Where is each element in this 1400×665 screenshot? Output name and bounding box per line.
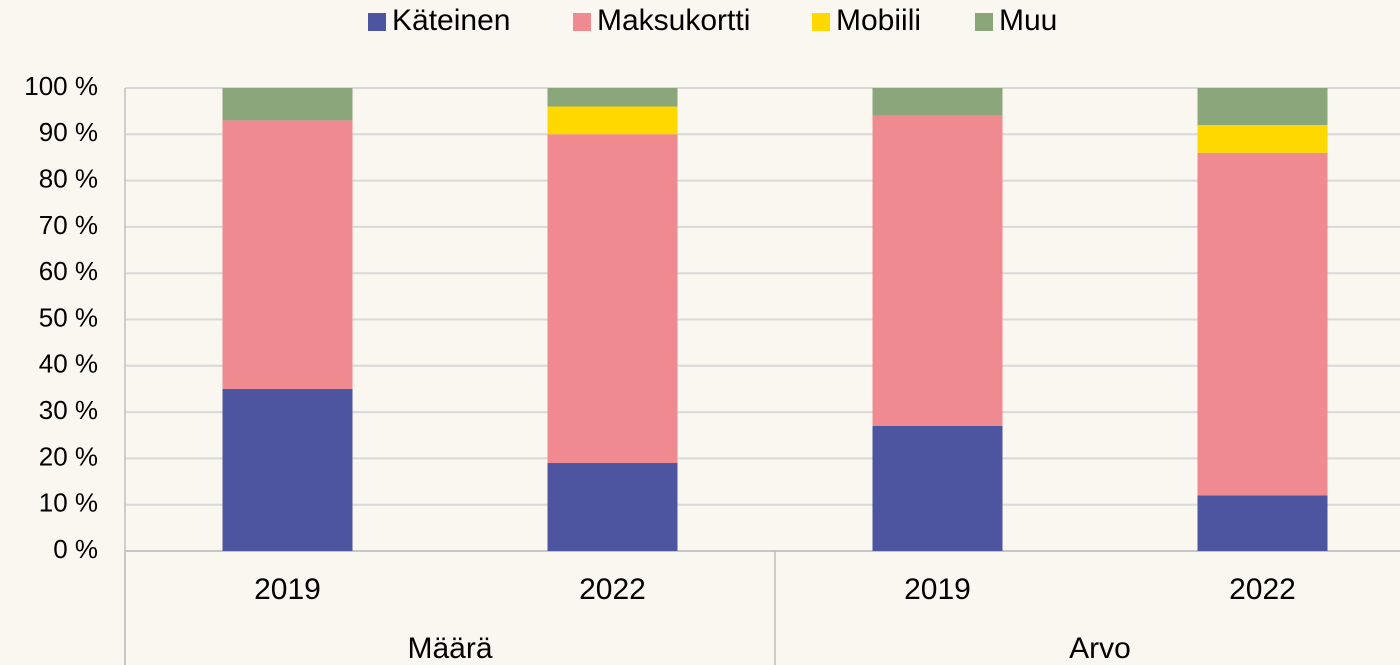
y-tick-label: 10 % bbox=[39, 488, 98, 518]
y-tick-label: 0 % bbox=[53, 534, 98, 564]
legend-label: Mobiili bbox=[836, 4, 921, 37]
bar-segment bbox=[872, 425, 1003, 551]
bar-segment bbox=[872, 115, 1003, 426]
x-tick-label: 2019 bbox=[904, 573, 971, 606]
y-tick-label: 80 % bbox=[39, 163, 98, 193]
y-tick-label: 40 % bbox=[39, 349, 98, 379]
legend-swatch bbox=[368, 13, 386, 31]
group-label: Määrä bbox=[407, 632, 492, 665]
y-tick-label: 50 % bbox=[39, 302, 98, 332]
legend-label: Maksukortti bbox=[597, 4, 750, 37]
bar-segment bbox=[222, 88, 353, 121]
legend-label: Käteinen bbox=[392, 4, 510, 37]
bar-segment bbox=[1197, 152, 1328, 496]
bar-segment bbox=[1197, 88, 1328, 126]
y-tick-label: 60 % bbox=[39, 256, 98, 286]
y-tick-label: 30 % bbox=[39, 395, 98, 425]
y-tick-label: 20 % bbox=[39, 441, 98, 471]
y-tick-label: 100 % bbox=[24, 71, 98, 101]
legend-swatch bbox=[812, 13, 830, 31]
legend-swatch bbox=[975, 13, 993, 31]
group-label: Arvo bbox=[1069, 632, 1131, 665]
x-tick-label: 2022 bbox=[1229, 573, 1296, 606]
y-tick-label: 90 % bbox=[39, 117, 98, 147]
bar-segment bbox=[872, 88, 1003, 116]
bar-segment bbox=[222, 120, 353, 389]
legend-swatch bbox=[573, 13, 591, 31]
x-tick-label: 2022 bbox=[579, 573, 646, 606]
bar-segment bbox=[1197, 125, 1328, 153]
bar-segment bbox=[222, 388, 353, 551]
bar-segment bbox=[1197, 495, 1328, 551]
bar-segment bbox=[547, 463, 678, 551]
bar-segment bbox=[547, 134, 678, 464]
legend-label: Muu bbox=[999, 4, 1057, 37]
bar-segment bbox=[547, 88, 678, 107]
bar-segment bbox=[547, 106, 678, 135]
y-tick-label: 70 % bbox=[39, 210, 98, 240]
x-tick-label: 2019 bbox=[254, 573, 321, 606]
